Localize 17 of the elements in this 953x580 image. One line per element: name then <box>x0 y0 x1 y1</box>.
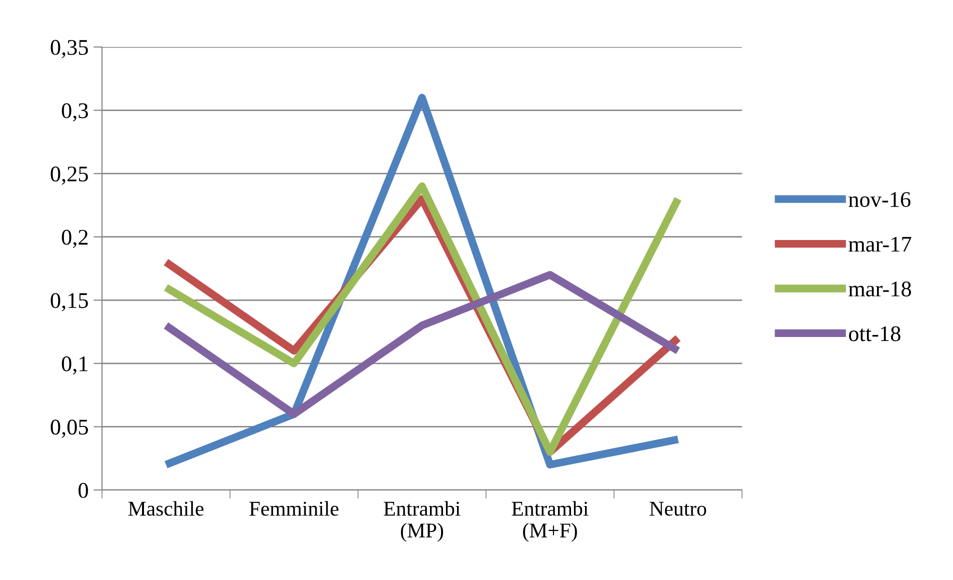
legend-label: mar-18 <box>848 282 912 296</box>
x-tick-label: Entrambi (M+F) <box>512 501 588 542</box>
legend-label: mar-17 <box>848 236 912 252</box>
y-tick-label: 0,15 <box>50 293 88 312</box>
x-tick-label: Neutro <box>650 502 706 516</box>
legend-label: ott-18 <box>848 326 900 342</box>
legend-label: nov-16 <box>848 192 910 208</box>
x-tick-label: Entrambi (MP) <box>384 501 460 542</box>
x-tick-label: Maschile <box>128 501 204 516</box>
y-tick-label: 0,05 <box>50 420 88 438</box>
y-tick-label: 0 <box>78 482 88 498</box>
y-tick-label: 0,1 <box>62 356 88 375</box>
x-tick-label: Femminile <box>249 501 338 516</box>
y-tick-label: 0,2 <box>62 230 88 248</box>
y-tick-label: 0,25 <box>50 166 88 185</box>
y-tick-label: 0,3 <box>62 103 88 122</box>
y-tick-label: 0,35 <box>50 40 88 58</box>
